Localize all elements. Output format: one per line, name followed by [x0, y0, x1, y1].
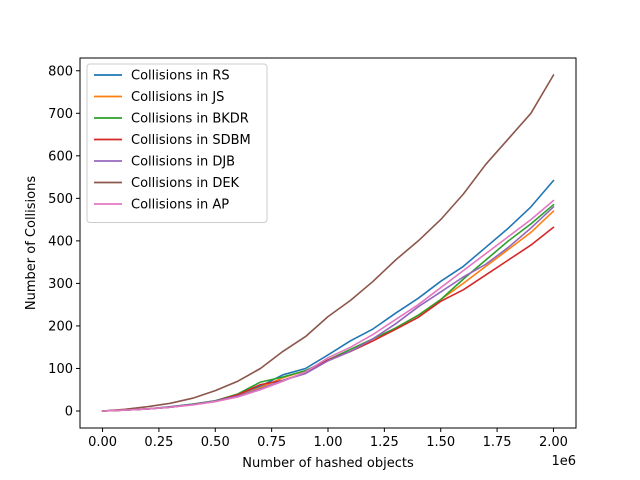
x-tick-label: 1.75	[483, 435, 512, 450]
legend-entry: Collisions in BKDR	[131, 112, 249, 127]
y-tick-label: 0	[65, 404, 73, 419]
legend-entry: Collisions in JS	[131, 90, 224, 105]
x-tick-label: 0.25	[144, 435, 173, 450]
x-tick-label: 1.00	[314, 435, 343, 450]
legend-entry: Collisions in DJB	[131, 155, 235, 170]
series-line-6	[101, 199, 555, 412]
x-tick-label: 0.00	[88, 435, 117, 450]
x-axis-ticks: 0.00 0.25 0.50 0.75 1.00 1.25 1.50 1.75 2.00	[88, 428, 568, 450]
y-tick-label: 800	[48, 64, 73, 79]
y-tick-label: 600	[48, 149, 73, 164]
y-tick-label: 200	[48, 319, 73, 334]
x-tick-label: 2.00	[539, 435, 568, 450]
y-tick-label: 400	[48, 234, 73, 249]
x-axis-label: Number of hashed objects	[242, 456, 414, 471]
legend-entry: Collisions in AP	[131, 198, 229, 213]
legend-entry: Collisions in DEK	[131, 176, 240, 191]
legend: Collisions in RS Collisions in JS Collisio…	[86, 63, 268, 223]
y-tick-label: 100	[48, 362, 73, 377]
legend-entry: Collisions in SDBM	[131, 133, 251, 148]
x-tick-label: 0.75	[257, 435, 286, 450]
y-axis-ticks: 0 100 200 300 400 500 600 700 800	[48, 64, 80, 419]
y-axis-label: Number of Collisions	[24, 176, 39, 310]
plot-lines	[101, 74, 555, 412]
series-line-5	[101, 74, 555, 412]
x-axis-offset-text: 1e6	[551, 454, 576, 469]
x-tick-label: 0.50	[201, 435, 230, 450]
y-tick-label: 300	[48, 277, 73, 292]
x-tick-label: 1.25	[370, 435, 399, 450]
y-tick-label: 700	[48, 107, 73, 122]
y-tick-label: 500	[48, 192, 73, 207]
legend-box	[86, 63, 268, 223]
legend-entry: Collisions in RS	[131, 69, 230, 84]
x-tick-label: 1.50	[426, 435, 455, 450]
